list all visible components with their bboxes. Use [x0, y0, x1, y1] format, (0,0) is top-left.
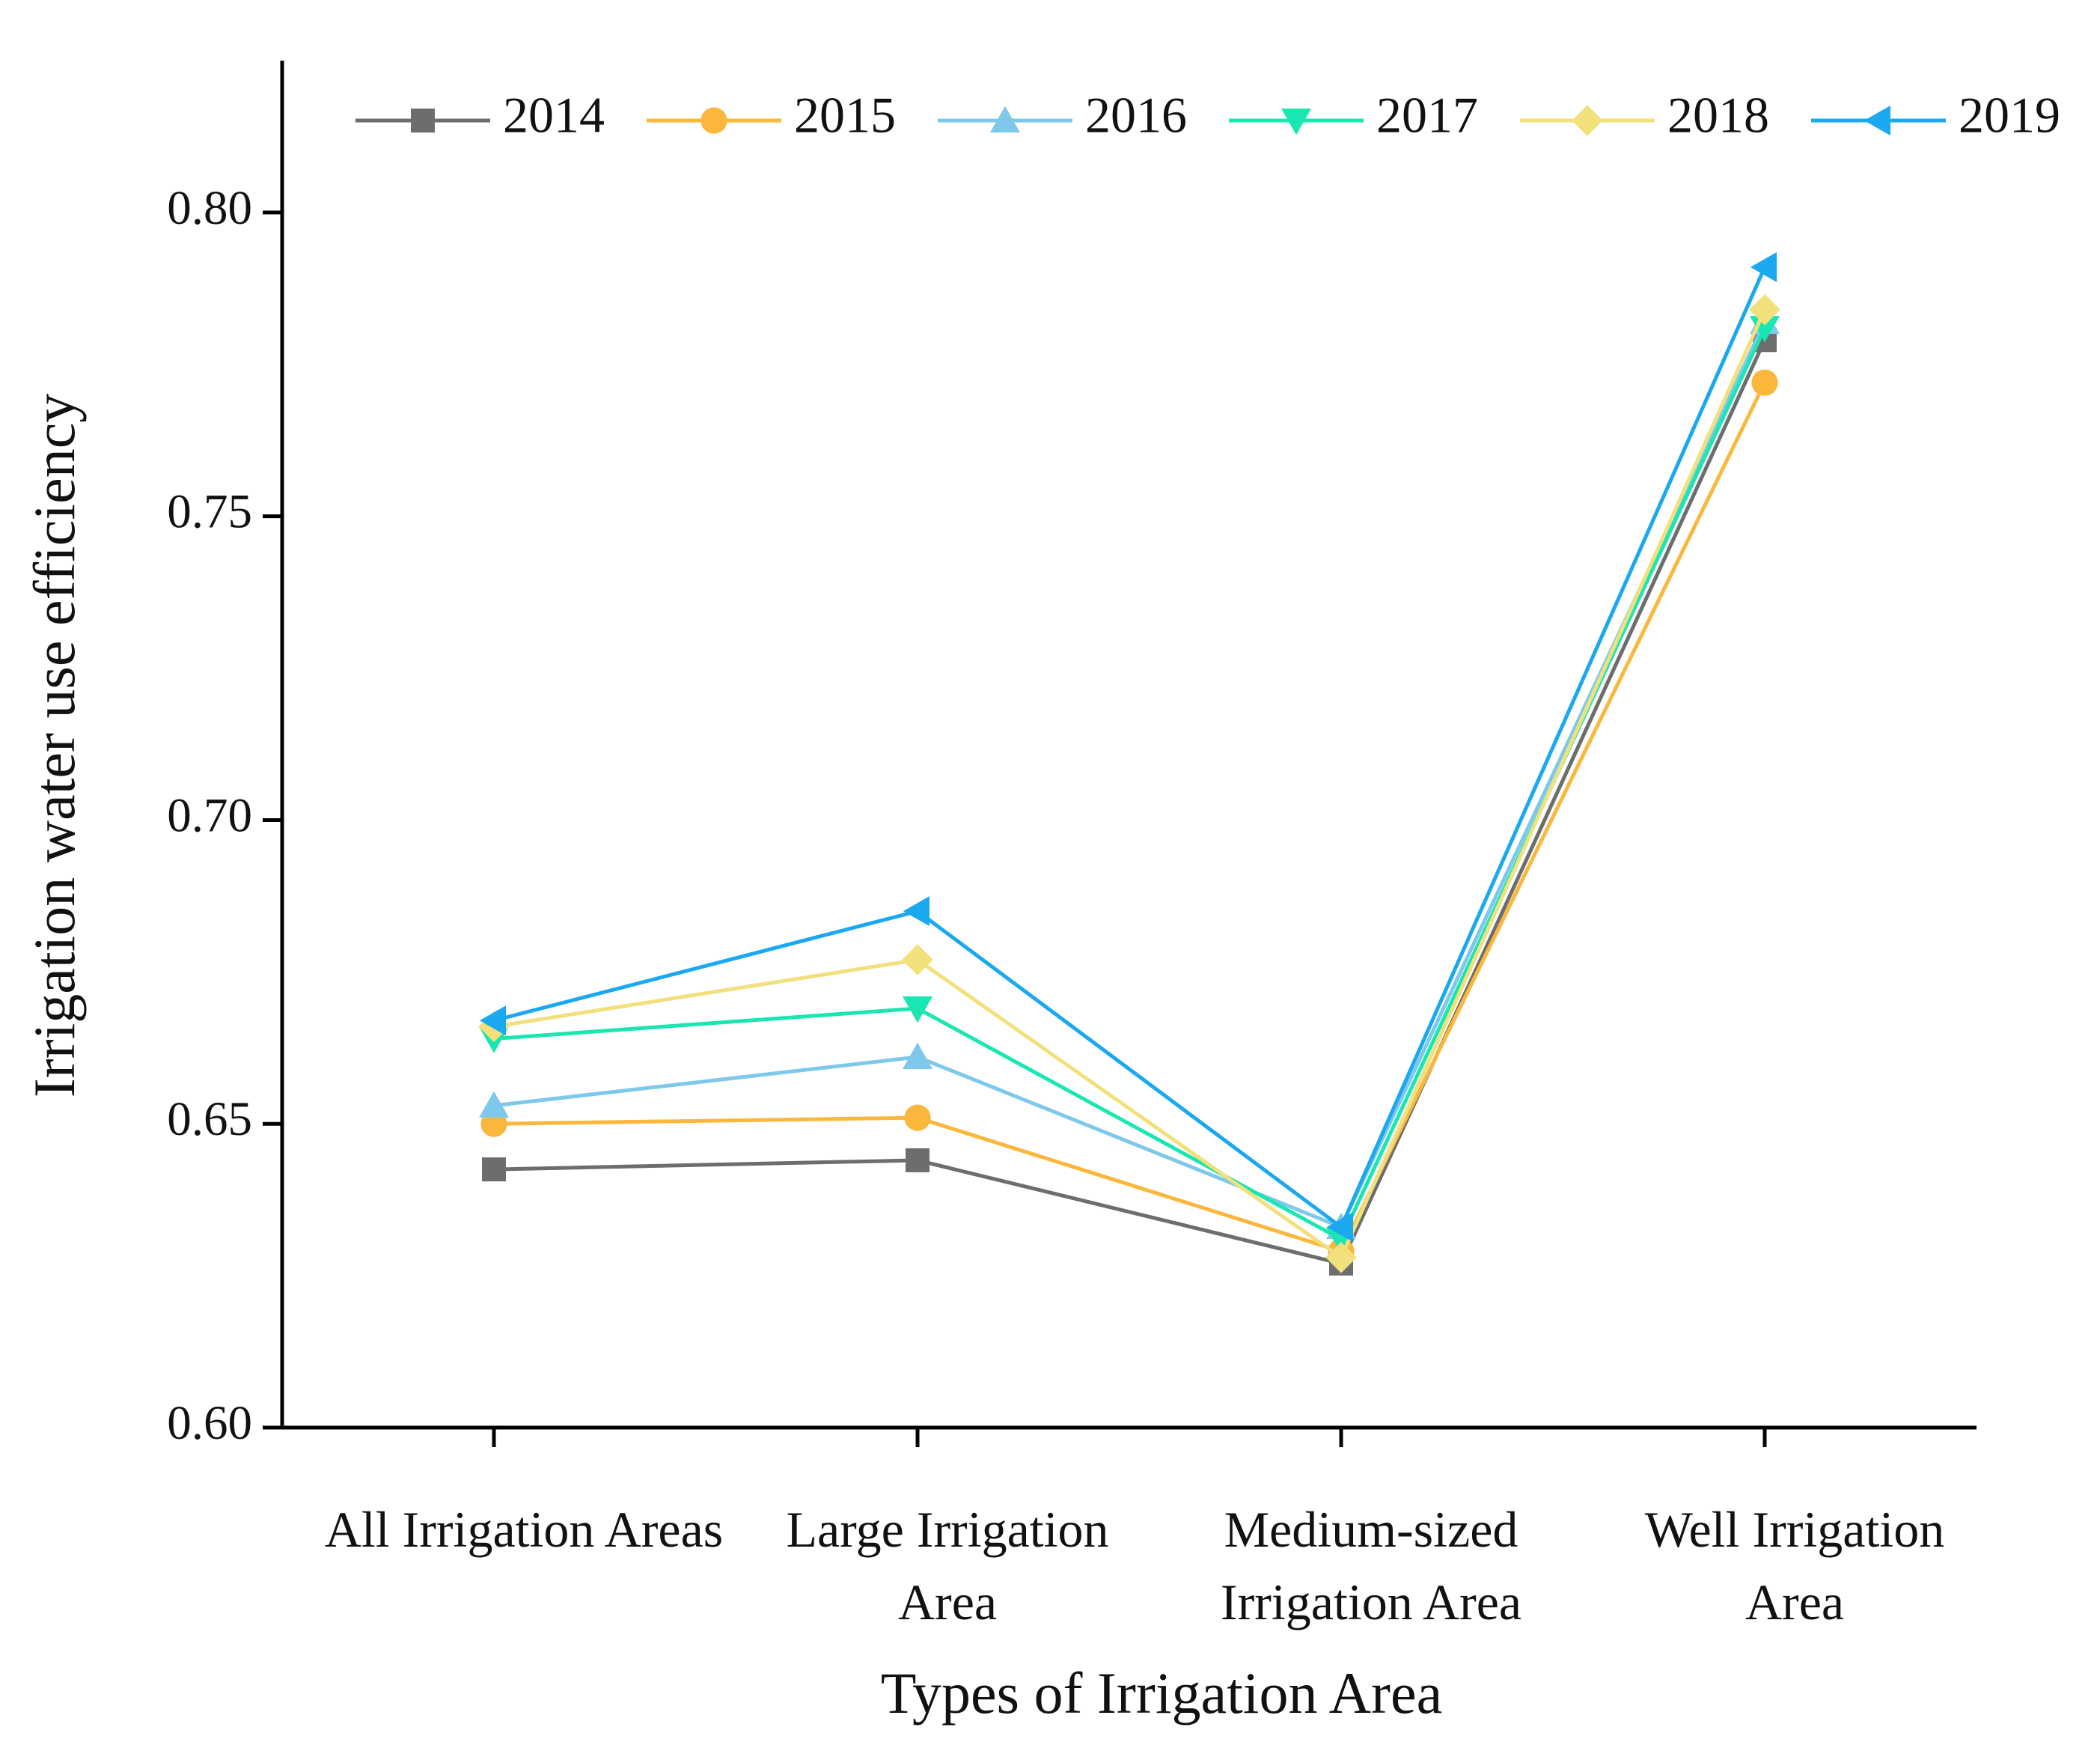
series-line — [493, 308, 1767, 1261]
marker — [903, 1042, 933, 1069]
legend-label: 2014 — [503, 87, 605, 144]
y-tick-label: 0.75 — [167, 485, 252, 539]
y-tick-label: 0.70 — [167, 788, 252, 842]
marker — [1325, 1241, 1357, 1273]
legend-marker — [990, 106, 1020, 133]
legend-label: 2015 — [794, 87, 896, 144]
marker — [903, 896, 930, 927]
y-axis-title: Irrigation water use efficiency — [22, 394, 87, 1098]
x-tick-label: All Irrigation Areas — [324, 1501, 724, 1558]
series-line — [493, 382, 1767, 1254]
marker — [482, 1157, 506, 1182]
x-tick-label: Well Irrigation Area — [1644, 1501, 1945, 1630]
y-tick-label: 0.65 — [167, 1092, 252, 1146]
marker — [904, 1104, 931, 1131]
legend-label: 2016 — [1085, 87, 1187, 144]
y-tick-label: 0.60 — [167, 1396, 252, 1450]
legend-label: 2018 — [1667, 87, 1769, 144]
legend-label: 2019 — [1959, 87, 2060, 144]
series-line — [493, 339, 1767, 1266]
marker — [903, 996, 933, 1023]
legend-label: 2017 — [1376, 87, 1478, 144]
marker — [1749, 293, 1780, 326]
marker — [1751, 369, 1778, 396]
y-tick-label: 0.80 — [167, 181, 252, 235]
marker — [902, 944, 933, 975]
marker — [1326, 1212, 1353, 1243]
marker — [1750, 252, 1777, 282]
x-tick-label: Medium-sized Irrigation Area — [1220, 1501, 1522, 1630]
series-line — [493, 320, 1767, 1230]
x-axis-title: Types of Irrigation Area — [881, 1660, 1442, 1726]
series-line — [493, 266, 1767, 1231]
marker — [906, 1148, 930, 1172]
marker — [479, 1005, 506, 1036]
marker — [479, 1091, 509, 1118]
legend-marker — [1281, 109, 1311, 135]
legend-marker — [700, 107, 727, 134]
x-tick-label: Large Irrigation Area — [786, 1501, 1109, 1630]
series-line — [493, 327, 1767, 1242]
legend-marker — [411, 109, 435, 133]
legend-marker — [1864, 106, 1890, 135]
legend-marker — [1572, 105, 1603, 136]
